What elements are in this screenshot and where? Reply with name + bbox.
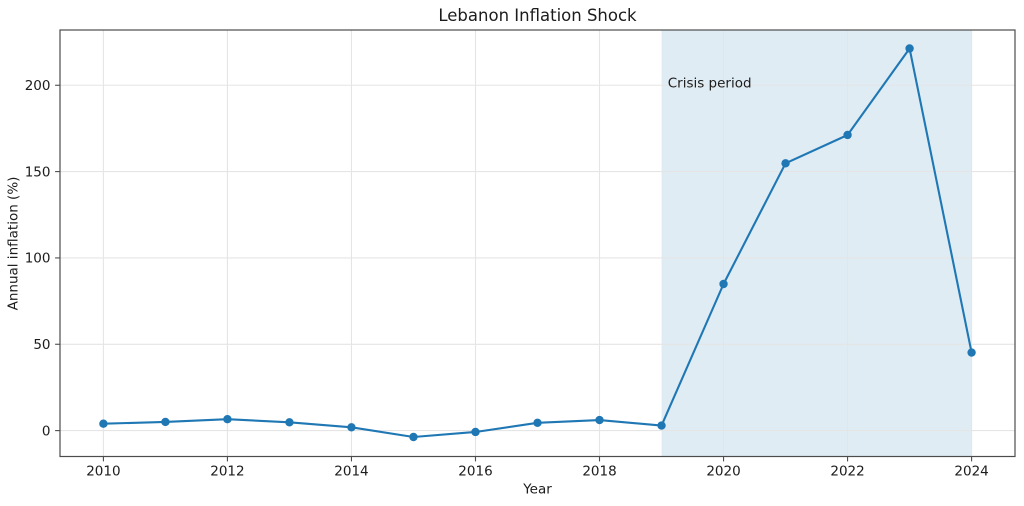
y-axis-label: Annual inflation (%)	[6, 177, 22, 311]
x-tick-label: 2022	[830, 464, 864, 480]
data-point-marker	[781, 159, 790, 168]
data-point-marker	[595, 415, 604, 425]
data-point-marker	[99, 419, 108, 428]
data-point-marker	[347, 423, 356, 432]
data-point-marker	[471, 427, 480, 437]
x-tick-label: 2010	[86, 464, 120, 480]
data-point-marker	[223, 415, 232, 424]
crisis-period-annotation: Crisis period	[668, 75, 752, 91]
data-point-marker	[161, 417, 170, 427]
x-tick-label: 2014	[334, 464, 368, 480]
data-point-marker	[285, 418, 294, 427]
data-point-marker	[967, 348, 976, 357]
x-tick-label: 2016	[458, 464, 492, 480]
y-tick-label: 150	[25, 164, 51, 180]
y-tick-label: 200	[25, 78, 51, 94]
data-point-marker	[657, 421, 666, 430]
crisis-shaded-region	[661, 30, 972, 457]
x-tick-label: 2024	[954, 464, 988, 480]
x-axis-label: Year	[522, 482, 552, 498]
x-tick-label: 2012	[210, 464, 244, 480]
chart-layers: 2010 2012 2014 2016 2018 2020 2022 2024 0 50 100 15…	[25, 29, 1016, 480]
x-tick-label: 2018	[582, 464, 616, 480]
data-point-marker	[905, 44, 914, 53]
y-tick-label: 50	[33, 337, 50, 353]
data-point-marker	[533, 418, 542, 428]
data-point-marker	[409, 432, 418, 442]
y-tick-label: 100	[25, 251, 51, 267]
data-point-marker	[843, 130, 852, 140]
plot-border	[59, 29, 1016, 458]
x-tick-label: 2020	[706, 464, 740, 480]
y-tick-label: 0	[42, 423, 51, 439]
data-point-marker	[719, 279, 728, 289]
chart-title: Lebanon Inflation Shock	[438, 6, 637, 25]
